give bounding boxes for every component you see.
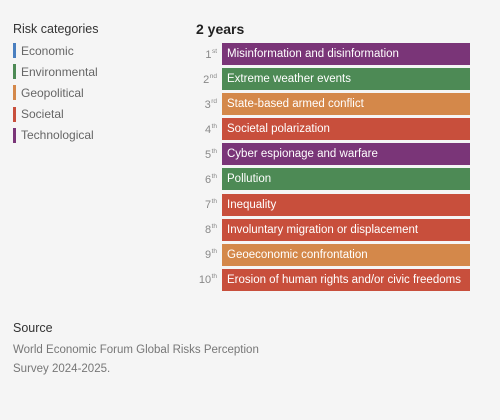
- source-title: Source: [13, 321, 53, 335]
- legend: Risk categories Economic Environmental Geo…: [13, 22, 183, 149]
- legend-swatch: [13, 64, 16, 80]
- rank-suffix: st: [211, 47, 217, 55]
- rank-number: 6: [204, 173, 212, 186]
- rank-label: 10th: [193, 273, 222, 286]
- rank-suffix: th: [211, 147, 217, 155]
- legend-item: Geopolitical: [13, 85, 183, 101]
- legend-label: Environmental: [21, 64, 98, 79]
- risk-row: 7th Inequality: [193, 193, 478, 216]
- rank-label: 8th: [193, 223, 222, 236]
- risk-bar: Geoeconomic confrontation: [222, 243, 470, 266]
- legend-title: Risk categories: [13, 22, 99, 36]
- rank-label: 1st: [193, 48, 222, 61]
- rank-number: 3: [204, 98, 211, 111]
- rank-number: 5: [204, 148, 212, 161]
- source-section: Source World Economic Forum Global Risks…: [13, 321, 273, 379]
- rank-number: 4: [204, 123, 212, 136]
- risk-row: 5th Cyber espionage and warfare: [193, 143, 478, 166]
- legend-item: Economic: [13, 43, 183, 58]
- legend-swatch: [13, 85, 16, 101]
- risk-row: 10th Erosion of human rights and/or civic…: [193, 268, 478, 291]
- rank-number: 9: [204, 249, 212, 262]
- risk-row: 8th Involuntary migration or displacement: [193, 218, 478, 241]
- rank-number: 2: [203, 73, 210, 86]
- risk-bar: Involuntary migration or displacement: [222, 218, 470, 241]
- risk-bar: Societal polarization: [222, 118, 470, 141]
- risk-row: 1st Misinformation and disinformation: [193, 43, 478, 65]
- legend-items: Economic Environmental Geopolitical Societa…: [13, 43, 183, 143]
- rank-suffix: th: [211, 172, 217, 180]
- risk-bar: Cyber espionage and warfare: [222, 143, 470, 166]
- risk-row: 3rd State-based armed conflict: [193, 93, 478, 116]
- rank-number: 7: [204, 199, 212, 212]
- source-text: World Economic Forum Global Risks Percep…: [13, 344, 259, 375]
- rank-number: 8: [204, 224, 212, 237]
- risk-row: 2nd Extreme weather events: [193, 68, 478, 91]
- legend-swatch: [13, 127, 16, 143]
- rank-suffix: th: [211, 122, 217, 130]
- rank-label: 2nd: [193, 73, 222, 86]
- risk-bar: Misinformation and disinformation: [222, 43, 470, 65]
- rank-number: 10: [198, 274, 212, 287]
- rank-label: 3rd: [193, 98, 222, 111]
- risk-bar: Erosion of human rights and/or civic fre…: [222, 268, 470, 291]
- rank-suffix: th: [211, 223, 217, 231]
- legend-label: Economic: [21, 43, 74, 58]
- legend-swatch: [13, 43, 16, 58]
- rank-label: 7th: [193, 198, 222, 211]
- risk-rows: 1st Misinformation and disinformation 2nd E…: [193, 43, 478, 291]
- legend-item: Societal: [13, 106, 183, 122]
- risk-bar: Extreme weather events: [222, 68, 470, 91]
- legend-label: Societal: [21, 107, 64, 122]
- legend-swatch: [13, 106, 16, 122]
- rank-label: 6th: [193, 173, 222, 186]
- rank-number: 1: [205, 48, 212, 61]
- risk-row: 4th Societal polarization: [193, 118, 478, 141]
- risk-row: 9th Geoeconomic confrontation: [193, 243, 478, 266]
- rank-label: 5th: [193, 148, 222, 161]
- legend-item: Environmental: [13, 64, 183, 80]
- risk-row: 6th Pollution: [193, 168, 478, 191]
- risk-ranking-panel: 2 years 1st Misinformation and disinforma…: [193, 20, 478, 294]
- legend-label: Technological: [21, 128, 94, 143]
- panel-title: 2 years: [196, 21, 245, 37]
- rank-suffix: th: [211, 198, 217, 206]
- legend-item: Technological: [13, 127, 183, 143]
- rank-suffix: rd: [211, 97, 217, 105]
- rank-suffix: nd: [209, 72, 217, 80]
- rank-label: 9th: [193, 248, 222, 261]
- risk-bar: Inequality: [222, 193, 470, 216]
- risk-bar: Pollution: [222, 168, 470, 191]
- rank-suffix: th: [211, 248, 217, 256]
- legend-label: Geopolitical: [21, 85, 84, 100]
- risk-bar: State-based armed conflict: [222, 93, 470, 116]
- rank-label: 4th: [193, 123, 222, 136]
- rank-suffix: th: [211, 273, 217, 281]
